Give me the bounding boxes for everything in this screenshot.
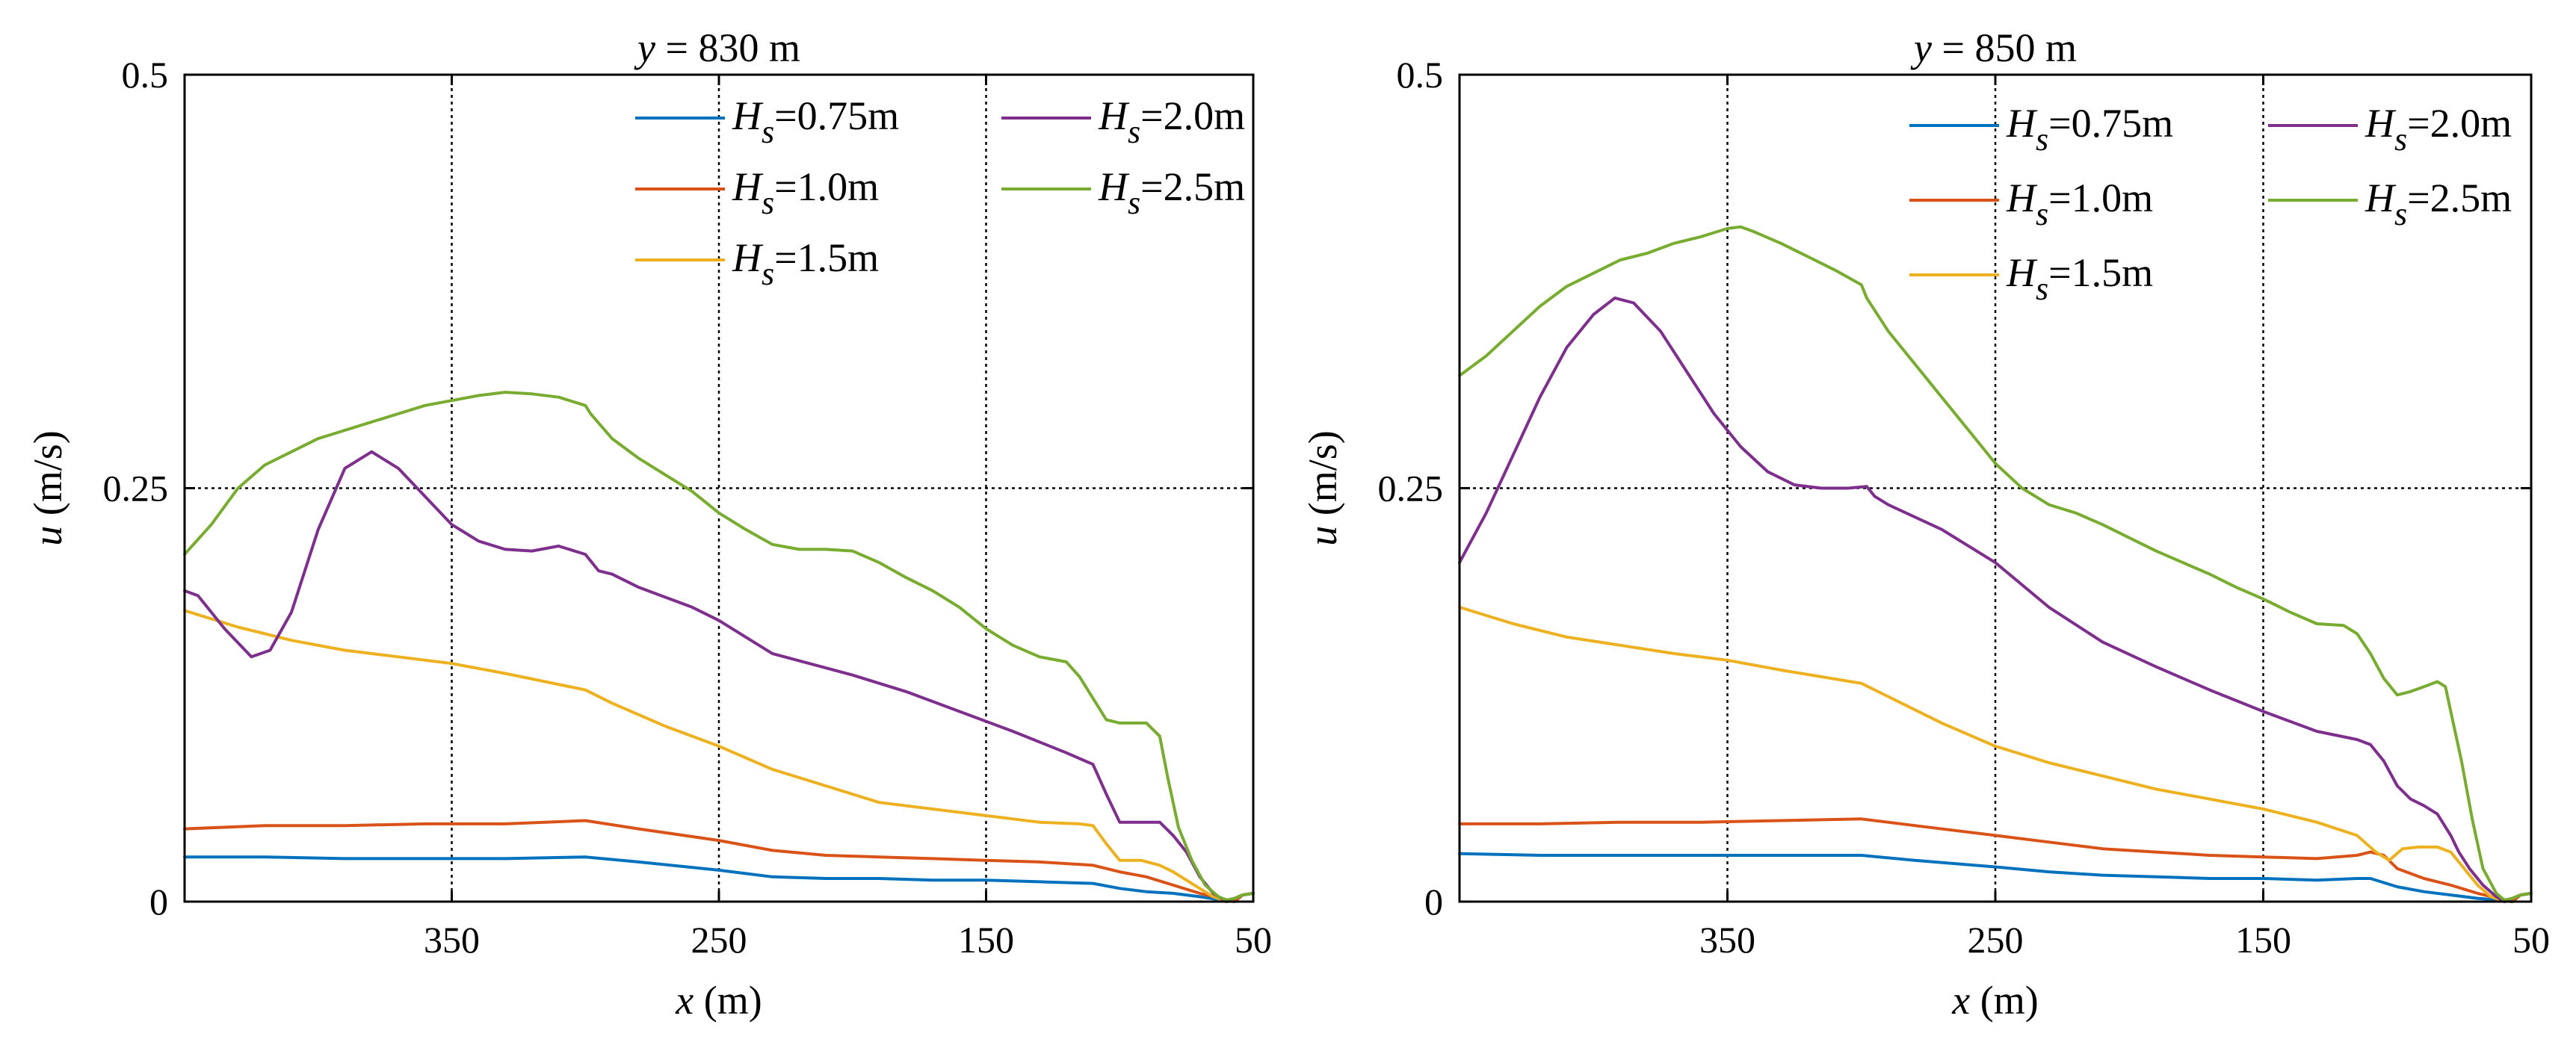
chart-panel-1: 350 250 150 50 0 0.25 0.5 y = 830 m x (m) u (m/s)… [25, 25, 1272, 1023]
x-label-variable: x [1951, 978, 1970, 1023]
x-tick-label: 250 [1968, 919, 2024, 961]
legend-label: Hs=2.5m [2365, 176, 2512, 232]
x-tick-label: 50 [1235, 919, 1272, 961]
legend-label-value: =1.0m [2048, 176, 2153, 220]
legend-label-variable: H [2365, 101, 2397, 146]
legend-label-subscript: s [762, 185, 774, 221]
series-line-Hs=2.5m [183, 391, 1255, 902]
legend-label-variable: H [1098, 164, 1130, 209]
legend-label: Hs=1.0m [2006, 176, 2153, 232]
legend-item-Hs=2.0m: Hs=2.0m [1001, 93, 1245, 150]
legend-label-variable: H [1098, 93, 1130, 138]
legend-label: Hs=1.5m [732, 235, 879, 292]
legend-item-Hs=2.0m: Hs=2.0m [2268, 101, 2512, 158]
legend-label-subscript: s [2036, 196, 2048, 232]
series-line-Hs=1.5m [183, 609, 1255, 903]
y-tick-label: 0.5 [1397, 54, 1444, 96]
legend-label: Hs=1.5m [2006, 250, 2153, 307]
x-label-unit: (m) [694, 978, 762, 1023]
legend-label-subscript: s [762, 255, 774, 292]
legend-label-value: =2.5m [2407, 176, 2512, 220]
series-line-Hs=0.75m [1458, 852, 2533, 903]
legend-label-variable: H [2006, 250, 2038, 295]
legend-label: Hs=2.0m [2365, 101, 2512, 158]
legend-label: Hs=0.75m [2006, 101, 2173, 158]
y-label-variable: u [25, 526, 70, 546]
x-label-variable: x [675, 978, 694, 1023]
legend-label-subscript: s [1128, 185, 1140, 221]
y-tick-label: 0.5 [122, 54, 169, 96]
y-label-variable: u [1300, 526, 1345, 546]
series-line-Hs=2.5m [1458, 225, 2533, 902]
legend-item-Hs=1.0m: Hs=1.0m [1909, 176, 2153, 232]
title-variable: y [634, 25, 655, 70]
x-axis-label: x (m) [675, 978, 762, 1023]
legend-label-subscript: s [762, 114, 774, 150]
series-line-Hs=2.0m [1458, 296, 2533, 903]
series-line-Hs=0.75m [183, 855, 1255, 903]
legend-label-variable: H [732, 164, 764, 209]
x-tick-label: 50 [2512, 919, 2550, 961]
y-tick-label: 0.25 [1378, 468, 1444, 509]
title-value: = 830 m [655, 25, 800, 70]
legend-item-Hs=1.5m: Hs=1.5m [1909, 250, 2153, 307]
legend-label-value: =0.75m [2048, 101, 2173, 146]
x-tick-label: 350 [1699, 919, 1755, 961]
legend-label-value: =1.0m [774, 164, 879, 209]
x-tick-label: 150 [2235, 919, 2291, 961]
legend-label-value: =2.0m [1140, 93, 1245, 138]
chart-title: y = 830 m [634, 25, 800, 70]
legend-label-value: =1.5m [2048, 250, 2153, 295]
legend-item-Hs=1.0m: Hs=1.0m [635, 164, 879, 221]
legend-item-Hs=2.5m: Hs=2.5m [2268, 176, 2512, 232]
legend-item-Hs=0.75m: Hs=0.75m [1909, 101, 2173, 158]
legend-item-Hs=1.5m: Hs=1.5m [635, 235, 879, 292]
y-tick-label: 0 [1424, 881, 1443, 923]
legend-label-subscript: s [2394, 196, 2407, 232]
legend-item-Hs=0.75m: Hs=0.75m [635, 93, 899, 150]
series-line-Hs=1.0m [1458, 817, 2533, 903]
legend-label-subscript: s [1128, 114, 1140, 150]
y-tick-label: 0.25 [103, 468, 169, 509]
legend-label-subscript: s [2036, 121, 2048, 158]
legend-label: Hs=0.75m [732, 93, 899, 150]
legend-label: Hs=2.0m [1098, 93, 1245, 150]
chart-title: y = 850 m [1910, 25, 2077, 70]
title-value: = 850 m [1932, 25, 2077, 70]
title-variable: y [1910, 25, 1932, 70]
legend-label: Hs=2.5m [1098, 164, 1245, 221]
x-tick-label: 150 [958, 919, 1014, 961]
legend-label-variable: H [2006, 101, 2038, 146]
legend-label-value: =2.5m [1140, 164, 1245, 209]
chart-panel-2: 350 250 150 50 0 0.25 0.5 y = 850 m x (m) u (m/s)… [1300, 25, 2550, 1023]
legend-label-variable: H [2006, 176, 2038, 220]
x-tick-label: 350 [424, 919, 480, 961]
x-label-unit: (m) [1970, 978, 2038, 1023]
legend-item-Hs=2.5m: Hs=2.5m [1001, 164, 1245, 221]
y-tick-label: 0 [149, 881, 168, 923]
y-label-unit: (m/s) [25, 430, 70, 526]
series-line-Hs=2.0m [183, 450, 1255, 903]
legend-label-value: =1.5m [774, 235, 879, 280]
legend-label-variable: H [732, 235, 764, 280]
legend-label-variable: H [732, 93, 764, 138]
y-axis-label: u (m/s) [1300, 430, 1345, 546]
legend-label-value: =0.75m [774, 93, 899, 138]
legend-label-subscript: s [2394, 121, 2407, 158]
legend-label: Hs=1.0m [732, 164, 879, 221]
y-label-unit: (m/s) [1300, 430, 1345, 526]
series-line-Hs=1.0m [183, 819, 1255, 903]
series-line-Hs=1.5m [1458, 605, 2533, 903]
legend-label-variable: H [2365, 176, 2397, 220]
legend-label-subscript: s [2036, 270, 2048, 307]
y-axis-label: u (m/s) [25, 430, 70, 546]
x-axis-label: x (m) [1951, 978, 2038, 1023]
x-tick-label: 250 [691, 919, 747, 961]
legend-label-value: =2.0m [2407, 101, 2512, 146]
